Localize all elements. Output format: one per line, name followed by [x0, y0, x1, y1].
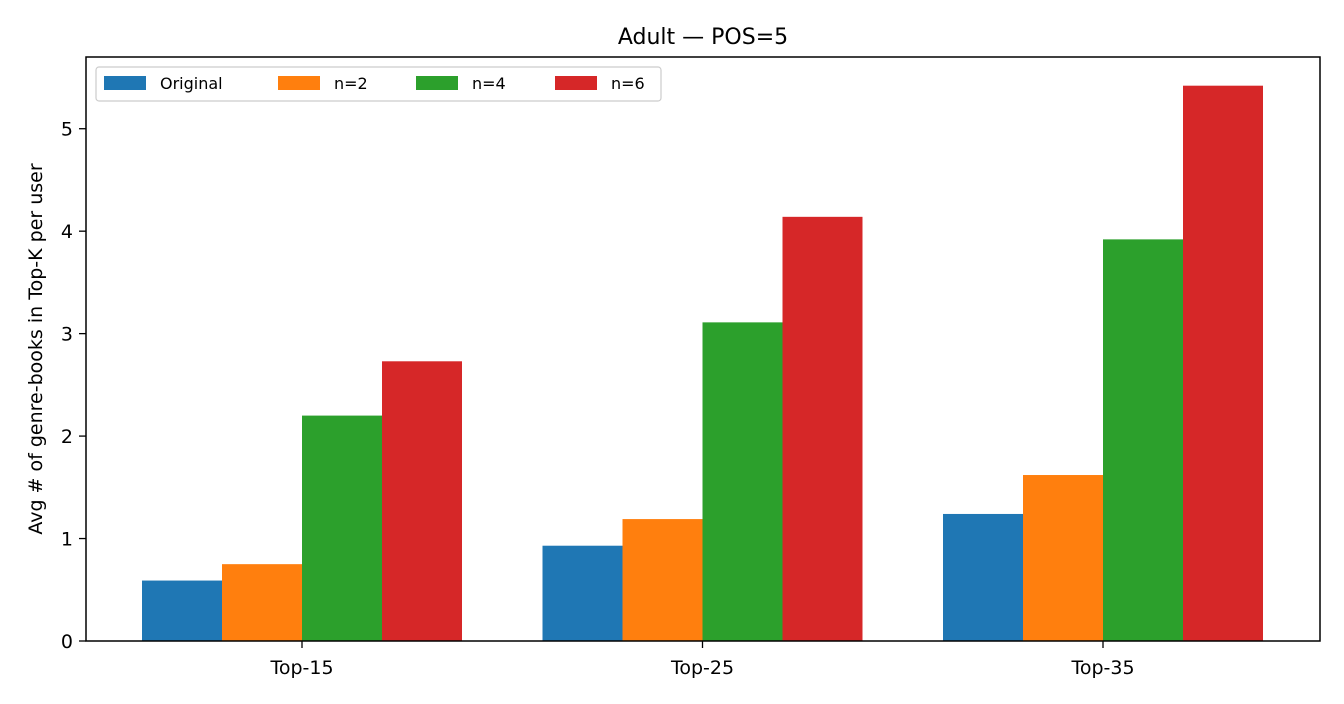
bar-top-15-original: [142, 580, 222, 641]
y-tick-label: 1: [61, 529, 73, 551]
bar-top-25-n4: [702, 322, 783, 641]
y-tick-label: 3: [61, 324, 73, 346]
bar-top-25-original: [542, 545, 623, 641]
x-tick-label: Top-25: [670, 657, 734, 679]
x-tick-label: Top-35: [1070, 657, 1134, 679]
legend: Original n=2 n=4 n=6: [95, 66, 662, 102]
legend-label: n=6: [611, 74, 645, 93]
legend-label: n=2: [334, 74, 368, 93]
chart-title: Adult — POS=5: [618, 25, 788, 50]
x-tick-label: Top-15: [269, 657, 333, 679]
y-axis-ticks: 0 1 2 3 4 5: [61, 119, 86, 653]
y-axis-label: Avg # of genre-books in Top-K per user: [25, 163, 47, 535]
legend-swatch: [416, 76, 458, 90]
legend-box: [95, 66, 662, 102]
legend-label: Original: [160, 74, 223, 93]
y-tick-label: 5: [61, 119, 73, 141]
y-tick-label: 0: [61, 631, 73, 653]
legend-label: n=4: [472, 74, 506, 93]
legend-swatch: [104, 76, 146, 90]
legend-swatch: [555, 76, 597, 90]
y-tick-label: 4: [61, 221, 73, 243]
bar-top-35-original: [943, 513, 1023, 641]
bars-group: [142, 85, 1263, 641]
bar-top-35-n6: [1183, 85, 1263, 641]
bar-top-25-n2: [622, 519, 703, 641]
bar-top-15-n6: [382, 361, 462, 641]
legend-swatch: [278, 76, 320, 90]
bar-top-35-n4: [1103, 239, 1183, 641]
plot-frame: [85, 56, 1321, 642]
x-axis-ticks: Top-15 Top-25 Top-35: [269, 641, 1135, 679]
bar-top-25-n6: [782, 216, 863, 641]
y-tick-label: 2: [61, 426, 73, 448]
bar-top-35-n2: [1023, 475, 1103, 641]
bar-top-15-n4: [302, 415, 382, 641]
bar-top-15-n2: [222, 564, 302, 641]
